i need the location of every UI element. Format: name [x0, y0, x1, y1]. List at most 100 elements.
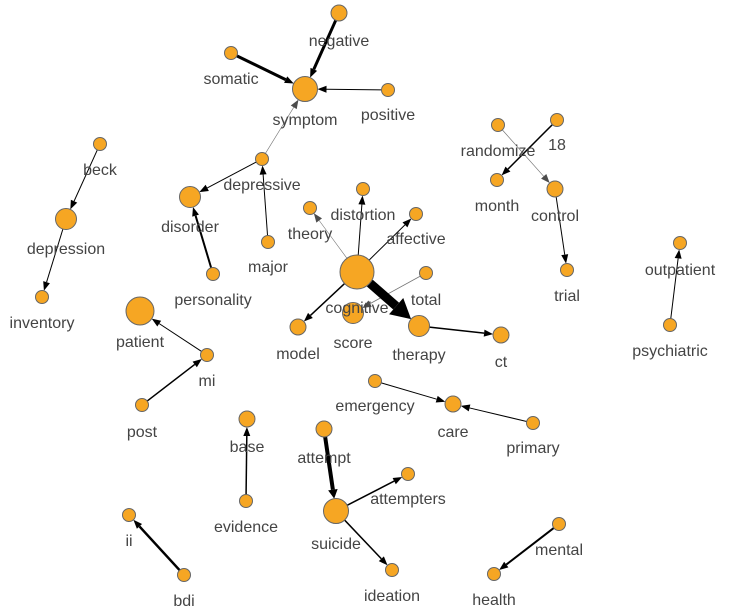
node-label: evidence: [214, 519, 278, 536]
node-label: emergency: [335, 398, 414, 415]
node-ideation[interactable]: [385, 563, 399, 577]
arrowhead-icon: [483, 329, 494, 337]
edge-cognitive-therapy: [366, 279, 412, 320]
arrowhead-icon: [499, 561, 509, 571]
node-ct[interactable]: [492, 326, 510, 344]
node-major[interactable]: [261, 235, 275, 249]
node-positive[interactable]: [381, 83, 395, 97]
edge-negative-symptom: [310, 19, 338, 78]
node-label: depressive: [223, 177, 300, 194]
node-evidence[interactable]: [239, 494, 253, 508]
node-somatic[interactable]: [224, 46, 238, 60]
node-affective[interactable]: [409, 207, 423, 221]
arrowhead-icon: [310, 67, 318, 78]
node-theory[interactable]: [303, 201, 317, 215]
node-ii[interactable]: [122, 508, 136, 522]
edge-evidence-base: [243, 426, 251, 495]
edge-positive-symptom: [317, 85, 382, 93]
node-suicide[interactable]: [323, 498, 349, 524]
node-depression[interactable]: [55, 208, 77, 230]
edge-psychiatric-outpatient: [670, 249, 682, 319]
node-label: attempters: [370, 491, 446, 508]
edge-line: [262, 174, 269, 236]
node-label: randomize: [461, 143, 536, 160]
edge-cognitive-affective: [368, 218, 412, 261]
node-post[interactable]: [135, 398, 149, 412]
node-label: negative: [309, 33, 370, 50]
node-mi[interactable]: [200, 348, 214, 362]
node-bdi[interactable]: [177, 568, 191, 582]
arrowhead-icon: [435, 395, 446, 403]
edge-line: [158, 323, 202, 352]
edge-emergency-care: [381, 382, 446, 403]
node-therapy[interactable]: [408, 315, 430, 337]
node-score[interactable]: [342, 302, 364, 324]
arrowhead-icon: [313, 213, 322, 223]
edge-line: [312, 19, 338, 70]
edge-suicide-attempters: [346, 476, 403, 506]
node-18[interactable]: [550, 113, 564, 127]
node-label: theory: [288, 226, 332, 243]
node-care[interactable]: [444, 395, 462, 413]
node-psychiatric[interactable]: [663, 318, 677, 332]
node-trial[interactable]: [560, 263, 574, 277]
node-depressive[interactable]: [255, 152, 269, 166]
node-negative[interactable]: [330, 4, 348, 22]
node-outpatient[interactable]: [673, 236, 687, 250]
arrowhead-icon: [259, 165, 267, 175]
node-month[interactable]: [490, 173, 504, 187]
edge-line: [326, 88, 382, 91]
node-base[interactable]: [238, 410, 256, 428]
node-label: inventory: [10, 315, 75, 332]
edge-bdi-ii: [133, 519, 181, 572]
node-label: suicide: [311, 536, 361, 553]
edge-line: [73, 149, 98, 202]
node-randomize[interactable]: [491, 118, 505, 132]
edge-major-depressive: [259, 165, 269, 236]
node-label: somatic: [203, 71, 258, 88]
edges-layer: [43, 19, 682, 572]
node-personality[interactable]: [206, 267, 220, 281]
edge-suicide-ideation: [344, 519, 388, 566]
node-health[interactable]: [487, 567, 501, 581]
edge-line: [265, 107, 295, 154]
node-mental[interactable]: [552, 517, 566, 531]
edge-line: [236, 54, 287, 81]
node-label: psychiatric: [632, 343, 708, 360]
node-emergency[interactable]: [368, 374, 382, 388]
arrowhead-icon: [392, 476, 403, 485]
node-total[interactable]: [419, 266, 433, 280]
edge-depression-inventory: [43, 228, 64, 291]
edge-line: [357, 204, 363, 256]
edge-depressive-symptom: [265, 99, 299, 154]
edge-line: [138, 525, 181, 572]
node-cognitive[interactable]: [339, 254, 375, 290]
node-label: personality: [174, 292, 251, 309]
node-distortion[interactable]: [356, 182, 370, 196]
node-label: symptom: [273, 112, 338, 129]
node-label: 18: [548, 137, 566, 154]
node-beck[interactable]: [93, 137, 107, 151]
node-label: ideation: [364, 588, 420, 605]
node-patient[interactable]: [125, 296, 155, 326]
arrowhead-icon: [192, 207, 199, 217]
node-label: model: [276, 346, 320, 363]
edge-line: [46, 228, 64, 283]
node-symptom[interactable]: [292, 76, 318, 102]
node-disorder[interactable]: [179, 186, 201, 208]
node-inventory[interactable]: [35, 290, 49, 304]
arrowhead-icon: [290, 99, 299, 110]
node-label: ii: [125, 533, 132, 550]
edge-line: [366, 279, 400, 310]
arrowhead-icon: [541, 173, 550, 184]
edge-mental-health: [499, 527, 555, 571]
node-control[interactable]: [546, 180, 564, 198]
edge-attempt-suicide: [323, 436, 338, 499]
edge-cognitive-model: [303, 283, 346, 322]
node-attempt[interactable]: [315, 420, 333, 438]
node-model[interactable]: [289, 318, 307, 336]
node-label: control: [531, 208, 579, 225]
node-primary[interactable]: [526, 416, 540, 430]
node-attempters[interactable]: [401, 467, 415, 481]
